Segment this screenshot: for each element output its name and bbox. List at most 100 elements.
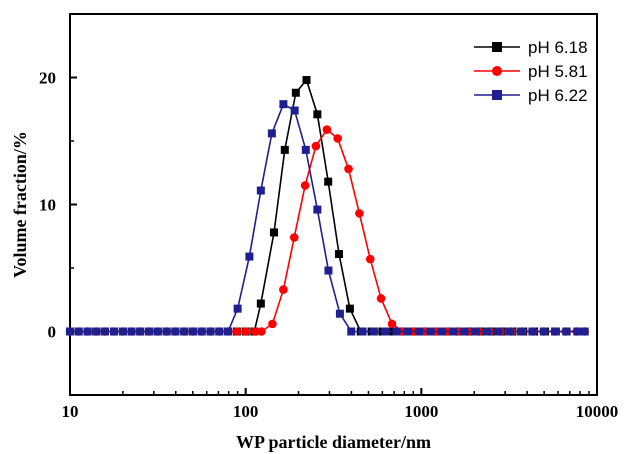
data-point [250, 327, 260, 336]
y-tick-label: 0 [48, 323, 57, 342]
data-point [562, 327, 571, 336]
data-point [426, 327, 435, 336]
legend-marker [492, 90, 502, 100]
data-point [109, 327, 118, 336]
data-point [347, 327, 356, 336]
legend-item: pH 6.18 [474, 38, 588, 57]
data-point [369, 327, 378, 336]
data-point [206, 327, 215, 336]
data-point [289, 233, 299, 242]
data-point [291, 88, 300, 97]
data-point [280, 145, 289, 154]
data-point [483, 327, 492, 336]
series-layer [65, 76, 589, 336]
data-point [171, 327, 180, 336]
data-point [197, 327, 206, 336]
data-point [74, 327, 83, 336]
data-point [268, 319, 277, 329]
y-tick-label: 20 [39, 69, 56, 88]
series-line [70, 128, 585, 333]
data-point [256, 299, 265, 308]
data-point [224, 327, 233, 336]
data-point [256, 186, 265, 195]
data-point [100, 327, 109, 336]
data-point [127, 327, 136, 336]
data-point [66, 327, 74, 336]
legend-label: pH 6.18 [528, 38, 588, 57]
data-point [145, 327, 154, 336]
legend-marker [492, 42, 502, 52]
data-point [241, 327, 250, 336]
legend: pH 6.18 pH 5.81 pH 6.22 [474, 38, 588, 105]
data-point [460, 327, 469, 336]
data-point [517, 327, 526, 336]
data-point [358, 327, 367, 336]
data-point [392, 327, 401, 336]
data-point [290, 106, 299, 115]
data-point [153, 327, 162, 336]
data-point [279, 285, 288, 294]
data-point [449, 327, 458, 336]
data-point [345, 304, 354, 313]
data-point [505, 327, 514, 336]
data-point [215, 327, 224, 336]
y-axis-label: Volume fraction/% [10, 131, 30, 278]
data-point [136, 327, 145, 336]
series-line [70, 103, 585, 333]
data-point [313, 110, 322, 119]
data-point [267, 129, 276, 138]
data-point [92, 327, 101, 336]
data-point [245, 252, 254, 261]
data-point [376, 294, 386, 303]
data-point [270, 228, 279, 237]
x-tick-label: 100 [233, 402, 259, 421]
data-point [437, 327, 446, 336]
data-point [257, 327, 266, 336]
data-point [300, 181, 310, 190]
x-tick-label: 10 [62, 402, 79, 421]
legend-label: pH 5.81 [528, 62, 588, 81]
data-point [365, 254, 375, 264]
data-point [403, 327, 412, 336]
data-point [355, 209, 364, 218]
y-tick-label: 10 [39, 196, 56, 215]
data-point [180, 327, 189, 336]
series-1 [65, 125, 589, 336]
data-point [188, 327, 197, 336]
data-point [344, 164, 353, 174]
data-point [494, 327, 503, 336]
x-tick-label: 1000 [404, 402, 438, 421]
data-point [573, 327, 582, 336]
data-point [118, 327, 127, 336]
legend-marker [492, 66, 502, 76]
legend-item: pH 5.81 [474, 62, 588, 81]
series-0 [66, 76, 589, 336]
series-2 [66, 100, 589, 336]
data-point [83, 327, 92, 336]
data-point [322, 125, 332, 134]
data-point [551, 327, 560, 336]
x-axis-label: WP particle diameter/nm [236, 432, 431, 452]
data-point [301, 145, 310, 154]
data-point [324, 266, 333, 275]
legend-label: pH 6.22 [528, 86, 588, 105]
data-point [313, 205, 322, 214]
series-line [70, 78, 585, 333]
data-point [162, 327, 171, 336]
data-point [539, 327, 548, 336]
tick-labels: 10 100 1000 10000 0 10 20 [39, 69, 618, 422]
data-point [528, 327, 537, 336]
data-point [415, 327, 424, 336]
data-point [333, 134, 342, 143]
data-point [335, 250, 344, 259]
legend-item: pH 6.22 [474, 86, 588, 105]
data-point [471, 327, 480, 336]
data-point [233, 304, 242, 313]
data-point [335, 309, 344, 318]
data-point [387, 319, 397, 329]
data-point [381, 327, 390, 336]
data-point [302, 76, 311, 85]
data-point [311, 141, 321, 151]
data-point [232, 327, 242, 336]
